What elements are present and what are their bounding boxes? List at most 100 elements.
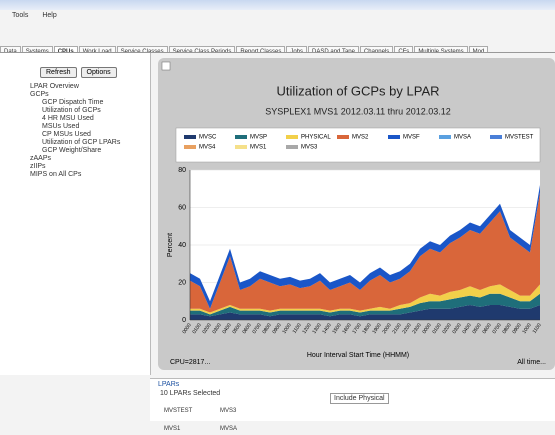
legend-swatch (184, 135, 196, 139)
x-tick-label: 2300 (411, 322, 422, 335)
tree-item[interactable]: zIIPs (30, 163, 46, 170)
tab[interactable]: DASD and Tape (308, 46, 359, 52)
tree-child[interactable]: 4 HR MSU Used (42, 115, 94, 122)
legend-label: MVSC (199, 135, 217, 141)
y-tick-label: 20 (178, 279, 186, 286)
x-tick-label: 0500 (231, 322, 242, 335)
lpar-checkbox[interactable]: MVSA (220, 426, 238, 432)
tree-child[interactable]: Utilization of GCPs (42, 107, 101, 114)
lpar-checkbox[interactable]: MVSTEST (164, 408, 193, 414)
legend-label: MVSA (454, 135, 471, 141)
x-tick-label: 1800 (361, 322, 372, 335)
button-row: Refresh Options (40, 61, 121, 79)
legend (175, 127, 541, 163)
x-tick-label: 0700 (491, 322, 502, 335)
y-tick-label: 80 (178, 167, 186, 174)
tab[interactable]: Multiple Systems (414, 46, 468, 52)
tab[interactable]: CFs (394, 46, 414, 52)
x-tick-label: 0300 (451, 322, 462, 335)
x-tick-label: 2100 (391, 322, 402, 335)
legend-label: MVS4 (199, 145, 216, 151)
legend-label: MVSP (250, 135, 267, 141)
chart-subtitle: SYSPLEX1 MVS1 2012.03.11 thru 2012.03.12 (265, 106, 450, 116)
title-bar (0, 0, 555, 10)
legend-label: MVS1 (250, 145, 267, 151)
refresh-button[interactable]: Refresh (40, 67, 77, 78)
menu-item[interactable]: Tools (12, 12, 29, 19)
x-tick-label: 2200 (401, 322, 412, 335)
legend-label: MVSF (403, 135, 420, 141)
x-tick-label: 1100 (532, 322, 543, 334)
area (190, 305, 540, 320)
x-tick-label: 0800 (501, 322, 512, 335)
tree-item[interactable]: GCPs (30, 91, 49, 98)
tab[interactable]: Mod (468, 46, 489, 52)
tree: LPAR Overview GCPs GCP Dispatch Time Utiliz… (30, 83, 120, 179)
tab[interactable]: CPUs (53, 46, 78, 52)
x-tick-label: 1900 (371, 322, 382, 335)
x-tick-label: 0000 (421, 322, 432, 335)
x-tick-label: 0000 (181, 322, 192, 335)
tree-child[interactable]: MSUs Used (42, 123, 80, 130)
lpar-checkbox[interactable]: MVS1 (164, 426, 181, 432)
y-axis-title: Percent (167, 233, 174, 257)
tab[interactable]: Report Classes (236, 46, 286, 52)
lpar-panel: LPARs 10 LPARs Selected MVSTEST MVS3MVS1 M… (150, 378, 555, 432)
legend-label: MVSTEST (505, 135, 534, 141)
help-icon[interactable] (161, 61, 171, 71)
tree-child[interactable]: GCP Weight/Share (42, 147, 102, 154)
tab[interactable]: Service Class Periods (168, 46, 236, 52)
x-tick-label: 1500 (331, 322, 342, 335)
tab[interactable]: Jobs (286, 46, 308, 52)
legend-swatch (388, 135, 400, 139)
include-physical[interactable]: Include Physical (330, 393, 389, 404)
x-axis-title: Hour Interval Start Time (HHMM) (307, 352, 409, 359)
y-tick-label: 60 (178, 204, 186, 211)
legend-label: MVS2 (352, 135, 369, 141)
tab[interactable]: Data (0, 46, 21, 52)
x-tick-label: 0700 (251, 322, 262, 335)
x-tick-label: 1700 (351, 322, 362, 335)
lpar-selected: 10 LPARs Selected (160, 390, 221, 397)
tab[interactable]: Channels (359, 46, 394, 52)
x-tick-label: 1600 (341, 322, 352, 335)
area (190, 185, 540, 309)
footer-right: All time... (517, 359, 546, 366)
x-tick-label: 0300 (211, 322, 222, 335)
tree-item[interactable]: MIPS on All CPs (30, 171, 82, 178)
menu-item[interactable]: Help (42, 12, 57, 19)
x-tick-label: 1100 (292, 322, 303, 334)
tree-child[interactable]: GCP Dispatch Time (42, 99, 104, 106)
x-tick-label: 1400 (321, 322, 332, 335)
legend-swatch (235, 135, 247, 139)
chart-title: Utilization of GCPs by LPAR (276, 83, 439, 98)
tab-bar: Data Systems CPUs Work Load Service Classes S… (0, 40, 555, 53)
tree-child[interactable]: CP MSUs Used (42, 131, 91, 138)
lpar-checkbox[interactable]: MVS3 (220, 408, 237, 414)
tree-item[interactable]: zAAPs (30, 155, 52, 162)
tree-child[interactable]: Utilization of GCP LPARs (42, 139, 121, 146)
chart: Utilization of GCPs by LPAR SYSPLEX1 MVS… (158, 58, 555, 370)
x-tick-label: 0600 (481, 322, 492, 335)
x-tick-label: 1300 (311, 322, 322, 335)
x-tick-label: 0600 (241, 322, 252, 335)
legend-swatch (184, 145, 196, 149)
left-panel: Refresh Options LPAR Overview GCPs GCP Disp… (0, 53, 151, 375)
tab[interactable]: Service Classes (116, 46, 168, 52)
tree-item[interactable]: LPAR Overview (30, 83, 79, 90)
x-tick-label: 0100 (431, 322, 442, 335)
x-tick-label: 1000 (521, 322, 532, 335)
options-button[interactable]: Options (80, 67, 117, 78)
x-tick-label: 0100 (191, 322, 202, 335)
y-tick-label: 40 (178, 242, 186, 249)
area (190, 284, 540, 315)
area (190, 192, 540, 313)
legend-swatch (439, 135, 451, 139)
x-tick-label: 0400 (461, 322, 472, 335)
x-tick-label: 0500 (471, 322, 482, 335)
tab[interactable]: Systems (21, 46, 53, 52)
tab[interactable]: Work Load (78, 46, 116, 52)
area (190, 293, 540, 317)
x-tick-label: 0200 (441, 322, 452, 335)
x-tick-label: 0400 (221, 322, 232, 335)
